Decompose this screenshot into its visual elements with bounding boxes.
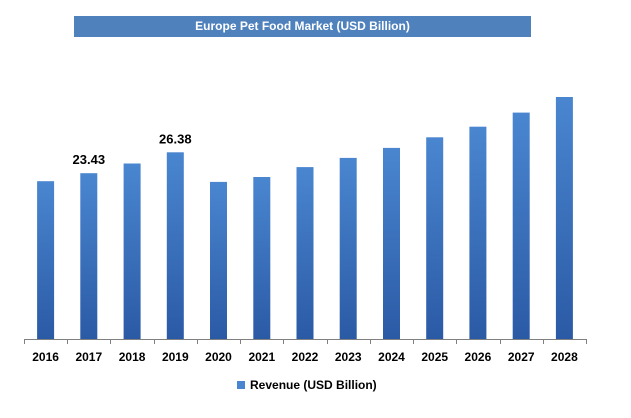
legend-label: Revenue (USD Billion)	[250, 378, 377, 392]
x-tick-label-2018: 2018	[119, 350, 146, 364]
bar-2028	[555, 97, 573, 339]
x-tick-label-2028: 2028	[551, 350, 578, 364]
legend-swatch	[237, 381, 245, 389]
x-tick-label-2022: 2022	[292, 350, 319, 364]
x-tick-label-2024: 2024	[378, 350, 405, 364]
bar-2022	[296, 167, 314, 339]
data-label-2017: 23.43	[73, 152, 106, 167]
bar-2017	[80, 173, 98, 339]
data-labels: 23.43 26.38	[73, 131, 192, 167]
x-tick-label-2016: 2016	[32, 350, 59, 364]
bars-layer	[37, 97, 573, 339]
x-tick-label-2020: 2020	[205, 350, 232, 364]
legend: Revenue (USD Billion)	[237, 377, 377, 393]
bar-2025	[426, 137, 444, 339]
x-tick-label-2023: 2023	[335, 350, 362, 364]
data-label-2019: 26.38	[159, 131, 192, 146]
x-tick-label-2026: 2026	[465, 350, 492, 364]
bar-2018	[123, 163, 141, 339]
x-tick-label-2017: 2017	[75, 350, 102, 364]
bar-2016	[37, 181, 55, 339]
chart-title: Europe Pet Food Market (USD Billion)	[74, 16, 531, 37]
x-tick-label-2025: 2025	[421, 350, 448, 364]
bar-2026	[469, 126, 487, 339]
bar-2027	[512, 112, 530, 339]
x-axis: 2016 2017 2018 2019 2020 2021 2022 2023 2024 2025…	[24, 339, 587, 364]
x-tick-label-2021: 2021	[248, 350, 275, 364]
bar-2023	[339, 157, 357, 339]
x-tick-label-2019: 2019	[162, 350, 189, 364]
bar-2020	[210, 181, 227, 339]
x-tick-label-2027: 2027	[508, 350, 535, 364]
bar-2024	[383, 147, 400, 339]
bar-2021	[253, 177, 271, 339]
bar-2019	[166, 152, 184, 339]
